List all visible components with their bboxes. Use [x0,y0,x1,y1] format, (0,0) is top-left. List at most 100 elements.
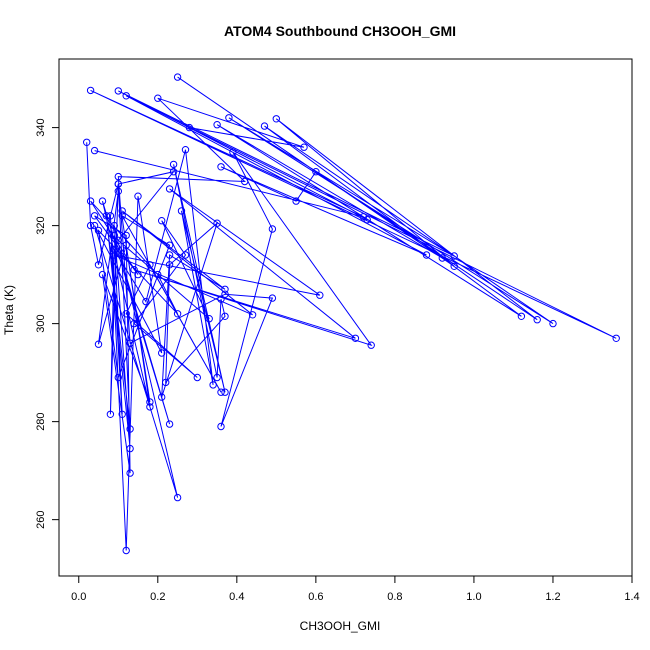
data-point [165,261,174,269]
data-point [268,225,277,233]
data-point [165,420,174,428]
data-point [225,114,233,122]
data-point [122,231,130,240]
data-point [94,340,103,348]
data-point [241,177,249,186]
y-tick-label: 260 [35,510,47,528]
data-point [142,297,150,306]
data-point [316,291,324,299]
x-axis: 0.0 0.2 0.4 0.6 0.8 1.0 1.2 1.4 [71,575,640,603]
x-axis-label: CH3OOH_GMI [300,619,381,633]
data-point [110,251,119,259]
data-point [205,315,213,323]
data-point [549,319,557,328]
series-group [83,73,620,555]
x-tick-label: 0.6 [308,591,323,603]
data-point [300,143,308,151]
data-point [114,373,123,382]
data-point [185,123,194,132]
data-point [217,163,225,171]
data-point [94,226,103,235]
data-point [169,168,178,176]
data-point [221,290,229,298]
data-point [94,261,103,269]
data-point [90,212,99,220]
y-axis: 260 280 300 320 340 [35,118,60,529]
data-point [118,410,126,418]
data-point [169,160,178,169]
data-point [177,207,186,215]
y-axis-label: Theta (K) [2,285,16,335]
data-point [209,381,217,389]
data-point [213,373,221,382]
data-point [126,444,134,453]
data-point [260,122,269,130]
data-point [422,251,431,259]
data-point [114,172,123,181]
plot-frame [58,58,633,577]
data-point [221,312,229,320]
data-point [98,270,107,279]
data-point [248,311,257,319]
data-point [83,138,91,147]
data-point [165,251,174,259]
data-point [146,403,154,411]
data-point [114,187,123,196]
data-point [114,180,123,188]
data-point [86,86,95,95]
data-point [158,349,166,357]
data-point [122,241,130,249]
data-point [181,251,190,259]
data-point [351,334,360,342]
data-point [173,493,182,502]
data-point [193,373,202,382]
data-point [114,236,123,245]
data-point [533,316,541,324]
data-point [134,270,142,279]
data-point [154,94,162,102]
data-point [90,221,99,230]
data-point [438,254,446,262]
data-point [268,294,277,302]
data-point [126,339,134,347]
data-point [165,241,174,249]
data-point [86,221,95,230]
data-point [106,212,115,220]
data-point [146,398,154,406]
data-point [110,246,119,254]
data-point [292,197,300,205]
data-point [217,388,225,396]
data-point [118,212,126,220]
data-point [110,221,119,230]
y-tick-label: 280 [35,412,47,430]
series-line [86,76,617,551]
data-point [450,262,458,270]
data-point [173,310,182,318]
y-tick-label: 300 [35,314,47,332]
data-point [359,213,367,221]
data-point [134,192,142,200]
data-point [126,469,134,477]
data-point [173,73,182,81]
x-tick-label: 1.4 [624,591,639,603]
data-point [106,410,115,418]
data-point [612,334,620,342]
data-point [158,393,166,401]
data-point [217,295,225,303]
data-point [86,197,95,205]
data-point [367,341,375,349]
data-point [517,312,526,320]
data-point [229,148,237,156]
data-point [165,185,174,193]
data-point [130,266,138,274]
data-point [146,261,154,269]
x-tick-label: 0.2 [150,591,165,603]
data-point [221,285,229,293]
x-tick-label: 1.2 [545,591,560,603]
chart-title: ATOM4 Southbound CH3OOH_GMI [224,23,456,39]
data-point [217,422,225,431]
data-point [122,92,130,100]
x-tick-label: 0.8 [387,591,402,603]
data-point [450,252,458,260]
data-point [118,207,126,215]
